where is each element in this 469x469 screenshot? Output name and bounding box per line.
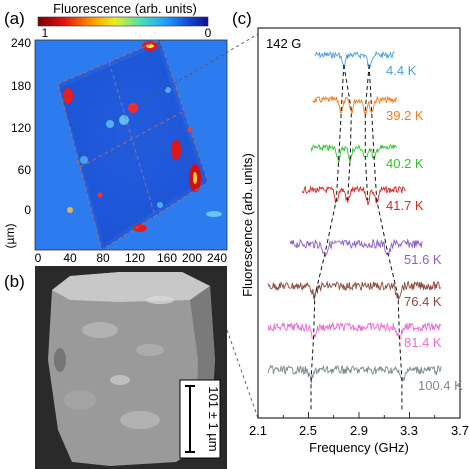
- map-y-tick: 120: [11, 121, 31, 135]
- map-x-tick: 40: [63, 251, 77, 265]
- spectra-series: [267, 50, 442, 384]
- spectrum-51_6-K: [289, 238, 423, 258]
- temperature-label: 100.4 K: [418, 378, 463, 393]
- spectra-plot-frame: [257, 27, 461, 419]
- map-x-ticks: 0 40 80 120 160 200 240: [35, 251, 228, 265]
- spectrum-76_4-K: [267, 280, 442, 301]
- spectra-guide-lines: [310, 64, 403, 412]
- spectra-x-ticks: 2.1 2.5 2.9 3.3 3.7: [249, 423, 469, 438]
- map-x-tick: 0: [35, 251, 42, 265]
- panel-label-c: (c): [232, 9, 252, 28]
- spectra-x-label: Frequency (GHz): [309, 440, 409, 455]
- spectrum-81_4-K: [267, 321, 442, 340]
- field-label: 142 G: [266, 36, 301, 51]
- spectrum-100_4-K: [267, 364, 442, 384]
- panel-label-b: (b): [4, 272, 25, 291]
- temperature-label: 39.2 K: [386, 108, 424, 123]
- spectra-x-tick: 3.7: [451, 423, 469, 438]
- guide-curve-right: [368, 64, 403, 412]
- map-x-tick: 200: [182, 251, 202, 265]
- spectrum-39_2-K: [312, 95, 398, 115]
- spectra-x-tick: 3.3: [400, 423, 418, 438]
- colorbar-min-label: 1: [42, 26, 49, 40]
- colorbar-max-label: 0: [205, 26, 212, 40]
- map-x-tick: 120: [125, 251, 145, 265]
- temperature-label: 40.2 K: [386, 156, 424, 171]
- map-unit-label: (µm): [3, 224, 17, 249]
- guide-curve-inner-right: [364, 64, 370, 201]
- guide-curve-inner-left: [343, 64, 352, 201]
- map-x-tick: 240: [207, 251, 227, 265]
- colorbar-title: Fluorescence (arb. units): [53, 1, 197, 16]
- map-y-tick: 180: [11, 79, 31, 93]
- scale-bar-label: 101 ± 1 µm: [206, 386, 221, 451]
- scale-bar: 101 ± 1 µm: [179, 379, 221, 459]
- panel-label-a: (a): [4, 9, 25, 28]
- map-y-ticks: 240 180 120 60 0: [11, 36, 31, 217]
- spectrum-41_7-K: [301, 185, 406, 206]
- spectrum-40_2-K: [310, 143, 398, 164]
- sem-image: [35, 266, 227, 469]
- map-y-tick: 0: [24, 203, 31, 217]
- temperature-label: 4.4 K: [386, 63, 417, 78]
- spectra-x-tick: 2.1: [249, 423, 267, 438]
- guide-curve-left: [310, 64, 345, 412]
- colorbar: [37, 16, 209, 27]
- spectra-legend-labels: 4.4 K 39.2 K 40.2 K 41.7 K 51.6 K 76.4 K 81.4 …: [386, 63, 463, 393]
- temperature-label: 51.6 K: [404, 252, 442, 267]
- fluorescence-map: [34, 39, 228, 251]
- temperature-label: 76.4 K: [404, 294, 442, 309]
- zoom-line-bottom: [226, 329, 259, 419]
- map-x-tick: 80: [96, 251, 110, 265]
- spectra-y-label: Fluorescence (arb. units): [240, 153, 255, 297]
- map-x-tick: 160: [157, 251, 177, 265]
- map-y-tick: 60: [18, 163, 32, 177]
- spectra-x-tick: 2.9: [350, 423, 368, 438]
- temperature-label: 81.4 K: [404, 335, 442, 350]
- spectrum-4_4-K: [314, 50, 395, 69]
- spectra-tick-marks: [257, 412, 461, 418]
- map-y-tick: 240: [11, 36, 31, 50]
- spectra-x-tick: 2.5: [299, 423, 317, 438]
- zoom-line-top: [132, 33, 259, 109]
- temperature-label: 41.7 K: [386, 198, 424, 213]
